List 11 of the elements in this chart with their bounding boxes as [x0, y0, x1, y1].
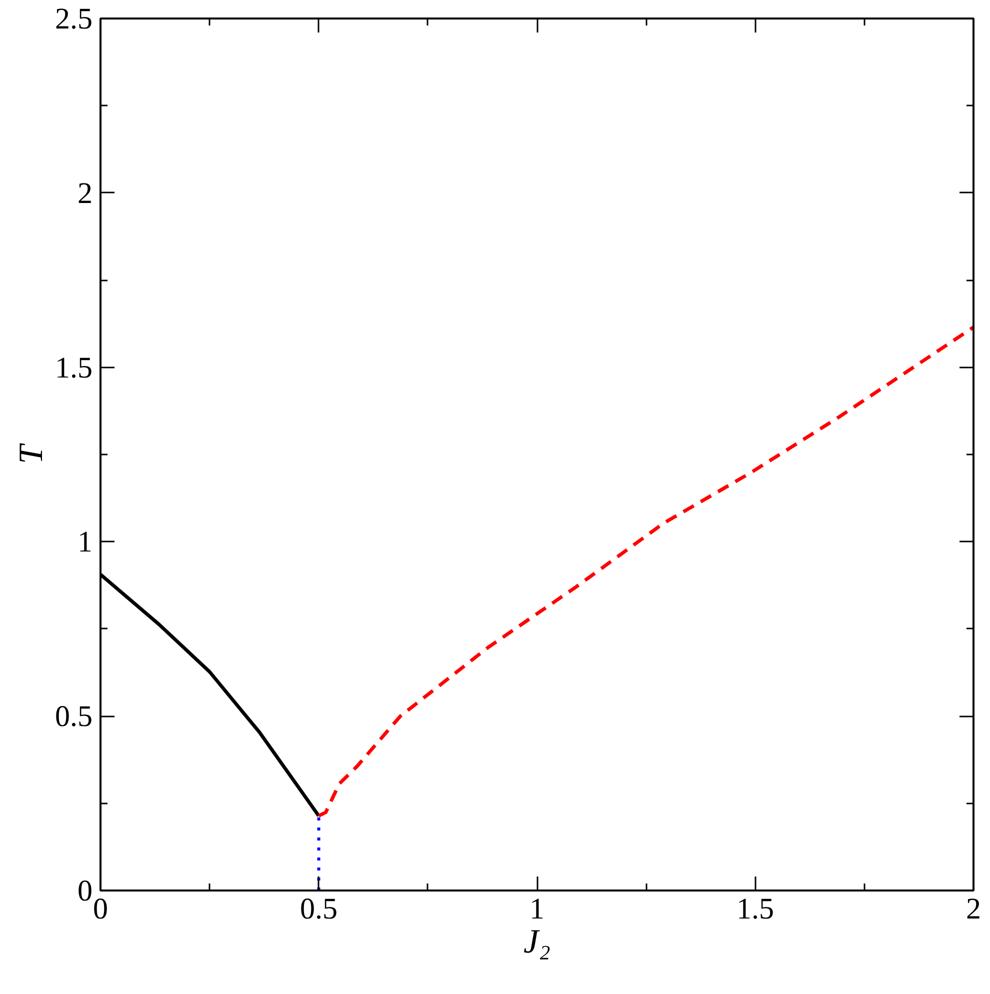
y-tick-label: 2	[78, 176, 92, 210]
x-axis-title: J₂	[524, 924, 550, 960]
y-tick-label: 1.5	[55, 351, 92, 384]
x-tick-label: 2	[966, 892, 981, 926]
y-tick-label: 2.5	[55, 2, 92, 36]
y-tick-label: 0.5	[55, 700, 92, 734]
y-axis-title: T	[13, 442, 50, 464]
y-tick-label: 1	[78, 526, 92, 559]
x-tick-label: 1	[530, 892, 544, 926]
x-tick-label: 0.5	[300, 892, 338, 926]
x-tick-label: 1.5	[736, 892, 774, 926]
